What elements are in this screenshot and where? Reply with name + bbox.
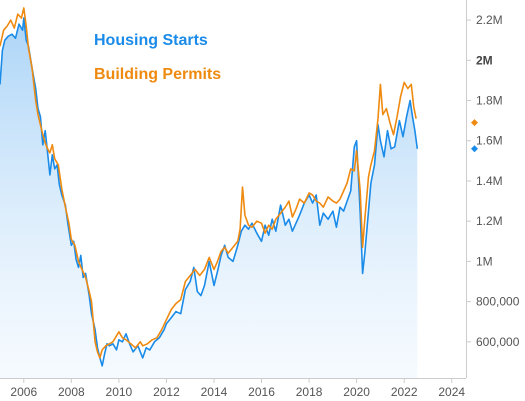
legend-building-permits: Building Permits (94, 66, 221, 83)
x-axis: 2006 2008 2010 2012 2014 2016 2018 2020 2022 2024 (10, 378, 465, 399)
y-tick-label: 1.6M (476, 134, 503, 148)
x-tick-label: 2022 (391, 385, 418, 399)
building-permits-line (0, 7, 417, 359)
x-tick-label: 2010 (106, 385, 133, 399)
last-value-markers (471, 119, 478, 153)
y-tick-label: 2.2M (476, 13, 503, 27)
x-tick-label: 2018 (296, 385, 323, 399)
x-tick-label: 2020 (343, 385, 370, 399)
line-layer (0, 7, 419, 367)
x-tick-label: 2012 (153, 385, 180, 399)
x-tick-label: 2014 (201, 385, 228, 399)
y-axis: 600,000 800,000 1M 1.2M 1.4M 1.6M 1.8M 2M 2.2M (466, 13, 520, 349)
legend: Housing Starts Building Permits (94, 32, 221, 83)
housing-starts-area (0, 18, 418, 378)
y-tick-label: 600,000 (476, 335, 520, 349)
building-permits-last-value-marker (471, 119, 478, 127)
x-tick-label: 2006 (10, 385, 37, 399)
y-tick-label: 1M (476, 254, 493, 268)
y-tick-label: 1.4M (476, 174, 503, 188)
x-tick-label: 2016 (248, 385, 275, 399)
legend-housing-starts: Housing Starts (94, 32, 208, 49)
y-tick-label: 800,000 (476, 295, 520, 309)
housing-starts-last-value-marker (471, 145, 478, 153)
y-tick-label: 1.2M (476, 214, 503, 228)
y-tick-label: 1.8M (476, 94, 503, 108)
x-tick-label: 2008 (58, 385, 85, 399)
x-tick-label: 2024 (438, 385, 465, 399)
area-layer (0, 18, 418, 378)
y-tick-label: 2M (476, 53, 493, 67)
